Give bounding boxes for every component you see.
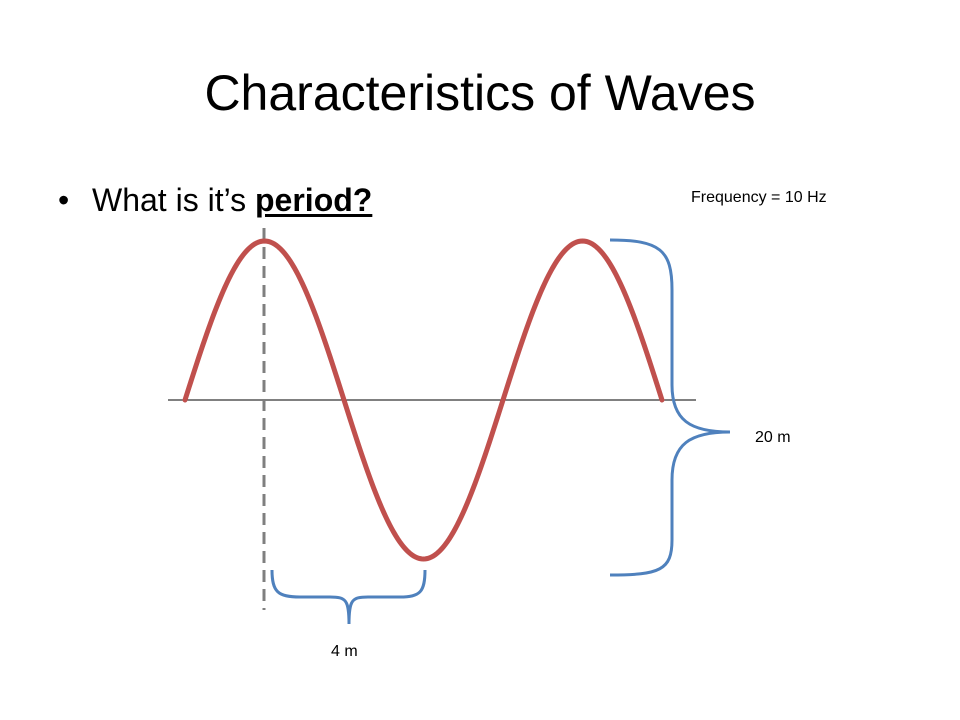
wavelength-label: 4 m — [331, 643, 358, 660]
slide-title: Characteristics of Waves — [204, 65, 756, 121]
amplitude-brace — [609, 238, 731, 577]
bullet-emphasis: period? — [255, 182, 373, 218]
bullet-marker: • — [58, 182, 70, 218]
bullet-item: • What is it’s period? — [58, 176, 372, 224]
amplitude-label: 20 m — [755, 429, 791, 446]
bullet-text: What is it’s — [92, 182, 255, 218]
sine-wave — [182, 238, 665, 562]
wavelength-brace — [270, 569, 427, 625]
frequency-label: Frequency = 10 Hz — [691, 189, 827, 206]
